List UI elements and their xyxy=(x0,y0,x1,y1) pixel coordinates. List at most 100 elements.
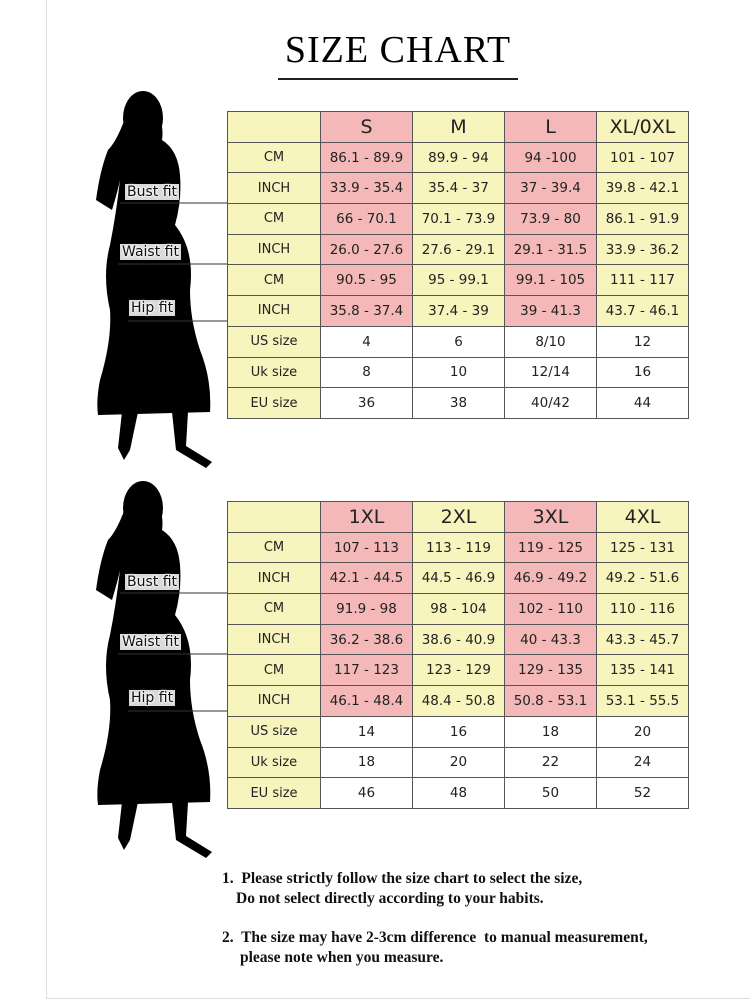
table-row: INCH 46.1 - 48.4 48.4 - 50.8 50.8 - 53.1 53.… xyxy=(227,685,689,717)
table-cell: 14 xyxy=(320,715,413,748)
table-cell: 86.1 - 91.9 xyxy=(596,203,689,235)
size-table: S M L XL/0XL CM 86.1 - 89.9 89.9 - 94 94 -100 10… xyxy=(227,111,689,419)
table-cell: 8/10 xyxy=(504,325,597,358)
row-label: INCH xyxy=(227,233,321,266)
table-row: INCH 35.8 - 37.4 37.4 - 39 39 - 41.3 43.7 - … xyxy=(227,295,689,327)
row-label: INCH xyxy=(227,562,321,595)
table-cell: 36 xyxy=(320,387,413,419)
table-row: INCH 26.0 - 27.6 27.6 - 29.1 29.1 - 31.5 33.… xyxy=(227,233,689,266)
table-cell: 52 xyxy=(596,777,689,809)
fit-label: Hip fit xyxy=(129,300,176,316)
table-cell: 39.8 - 42.1 xyxy=(596,172,689,205)
column-header: XL/0XL xyxy=(596,111,689,143)
table-row: EU size 36 38 40/42 44 xyxy=(227,387,689,419)
note-line: 1. Please strictly follow the size chart… xyxy=(222,870,583,887)
table-cell: 101 - 107 xyxy=(596,141,689,174)
table-cell: 36.2 - 38.6 xyxy=(320,623,413,656)
column-header: 4XL xyxy=(596,501,689,533)
table-cell: 33.9 - 36.2 xyxy=(596,233,689,266)
table-row: US size 14 16 18 20 xyxy=(227,715,689,748)
table-row: EU size 46 48 50 52 xyxy=(227,777,689,809)
table-row: Uk size 8 10 12/14 16 xyxy=(227,356,689,389)
table-cell: 44.5 - 46.9 xyxy=(412,562,505,595)
table-cell: 117 - 123 xyxy=(320,654,413,687)
table-cell: 70.1 - 73.9 xyxy=(412,203,505,235)
table-cell: 22 xyxy=(504,746,597,779)
title-underline xyxy=(278,78,518,80)
table-cell: 135 - 141 xyxy=(596,654,689,687)
row-label: US size xyxy=(227,715,321,748)
fit-label: Bust fit xyxy=(125,574,180,590)
fit-label: Bust fit xyxy=(125,184,180,200)
table-cell: 18 xyxy=(504,715,597,748)
table-cell: 111 - 117 xyxy=(596,264,689,297)
row-label: Uk size xyxy=(227,356,321,389)
row-label: CM xyxy=(227,531,321,564)
table-cell: 46.1 - 48.4 xyxy=(320,685,413,717)
header-row: S M L XL/0XL xyxy=(227,111,689,143)
note-line: please note when you measure. xyxy=(240,949,444,966)
row-label: Uk size xyxy=(227,746,321,779)
table-cell: 38 xyxy=(412,387,505,419)
table-cell: 40/42 xyxy=(504,387,597,419)
row-label: CM xyxy=(227,141,321,174)
table-cell: 44 xyxy=(596,387,689,419)
table-cell: 50 xyxy=(504,777,597,809)
frame xyxy=(46,0,750,999)
table-cell: 10 xyxy=(412,356,505,389)
table-cell: 48 xyxy=(412,777,505,809)
table-row: CM 66 - 70.1 70.1 - 73.9 73.9 - 80 86.1 - 91… xyxy=(227,203,689,235)
fit-lines xyxy=(118,202,227,712)
header-row: 1XL 2XL 3XL 4XL xyxy=(227,501,689,533)
row-label: CM xyxy=(227,203,321,235)
table-cell: 129 - 135 xyxy=(504,654,597,687)
corner-cell xyxy=(227,501,321,533)
table-cell: 43.7 - 46.1 xyxy=(596,295,689,327)
row-label: INCH xyxy=(227,685,321,717)
corner-cell xyxy=(227,111,321,143)
table-row: Uk size 18 20 22 24 xyxy=(227,746,689,779)
table-cell: 94 -100 xyxy=(504,141,597,174)
row-label: INCH xyxy=(227,172,321,205)
table-cell: 37.4 - 39 xyxy=(412,295,505,327)
table-cell: 38.6 - 40.9 xyxy=(412,623,505,656)
row-label: US size xyxy=(227,325,321,358)
table-cell: 49.2 - 51.6 xyxy=(596,562,689,595)
table-cell: 48.4 - 50.8 xyxy=(412,685,505,717)
column-header: S xyxy=(320,111,413,143)
table-row: CM 117 - 123 123 - 129 129 - 135 135 - 141 xyxy=(227,654,689,687)
table-cell: 42.1 - 44.5 xyxy=(320,562,413,595)
table-cell: 125 - 131 xyxy=(596,531,689,564)
table-cell: 90.5 - 95 xyxy=(320,264,413,297)
table-row: CM 86.1 - 89.9 89.9 - 94 94 -100 101 - 107 xyxy=(227,141,689,174)
table-cell: 107 - 113 xyxy=(320,531,413,564)
table-cell: 4 xyxy=(320,325,413,358)
table-cell: 24 xyxy=(596,746,689,779)
table-cell: 46.9 - 49.2 xyxy=(504,562,597,595)
table-cell: 33.9 - 35.4 xyxy=(320,172,413,205)
column-header: M xyxy=(412,111,505,143)
size-table: 1XL 2XL 3XL 4XL CM 107 - 113 113 - 119 119 - 12… xyxy=(227,501,689,809)
column-header: 1XL xyxy=(320,501,413,533)
column-header: 3XL xyxy=(504,501,597,533)
table-cell: 39 - 41.3 xyxy=(504,295,597,327)
table-cell: 16 xyxy=(412,715,505,748)
table-cell: 119 - 125 xyxy=(504,531,597,564)
table-cell: 53.1 - 55.5 xyxy=(596,685,689,717)
table-cell: 37 - 39.4 xyxy=(504,172,597,205)
table-cell: 40 - 43.3 xyxy=(504,623,597,656)
table-cell: 18 xyxy=(320,746,413,779)
table-row: CM 91.9 - 98 98 - 104 102 - 110 110 - 116 xyxy=(227,593,689,625)
table-cell: 6 xyxy=(412,325,505,358)
title: SIZE CHART xyxy=(284,29,512,71)
table-cell: 12 xyxy=(596,325,689,358)
table-cell: 20 xyxy=(596,715,689,748)
table-row: INCH 36.2 - 38.6 38.6 - 40.9 40 - 43.3 43.3 … xyxy=(227,623,689,656)
table-cell: 20 xyxy=(412,746,505,779)
table-cell: 43.3 - 45.7 xyxy=(596,623,689,656)
table-cell: 98 - 104 xyxy=(412,593,505,625)
table-cell: 35.8 - 37.4 xyxy=(320,295,413,327)
table-cell: 50.8 - 53.1 xyxy=(504,685,597,717)
row-label: CM xyxy=(227,593,321,625)
